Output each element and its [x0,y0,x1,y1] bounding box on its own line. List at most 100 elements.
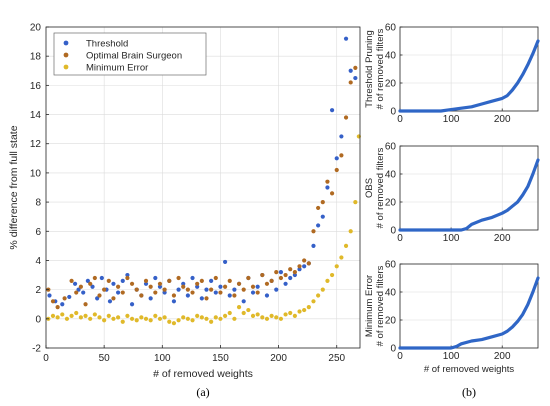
y-tick-label: 40 [385,288,397,299]
data-point [325,185,330,190]
data-point [348,80,353,85]
panel-a-axes-frame [45,26,361,349]
data-point [129,302,135,307]
data-point [157,281,163,286]
data-point [316,293,321,298]
data-point [60,312,65,317]
data-point [274,315,279,320]
data-point [116,290,121,295]
data-point [353,75,358,81]
data-point [185,287,190,292]
data-point [218,290,223,295]
data-point [209,319,214,324]
data-point [320,214,325,219]
data-point [47,293,52,298]
data-point [167,278,172,283]
data-point [55,305,60,310]
data-point [120,319,125,324]
panel-b2: 0 100 200 0 20 40 60 OBS # of removed filters [364,142,540,244]
data-point [269,313,274,318]
data-point [95,296,100,301]
y-tick-label: 40 [385,170,397,181]
data-point [92,312,97,317]
data-point [74,290,79,295]
data-point [250,290,256,295]
data-point [162,290,167,295]
data-point [218,284,223,289]
data-point [181,315,186,320]
data-point [153,275,158,281]
data-point [62,296,67,301]
data-point [232,287,237,292]
y-tick-label: 0 [390,344,396,355]
data-point [167,319,172,324]
data-point [67,294,72,300]
data-point [353,199,358,205]
data-point [199,296,204,301]
data-point [92,275,97,281]
data-point [107,299,113,304]
y-tick-label: 0 [390,226,396,237]
data-point [76,287,81,292]
data-point [274,287,279,292]
x-tick-label: 50 [99,353,111,364]
data-point [195,281,200,286]
data-point [213,315,218,320]
data-point [162,315,167,320]
data-point [129,281,135,286]
data-point [218,316,223,321]
data-point [329,108,335,113]
data-point [343,36,349,41]
series-1 [46,65,358,310]
data-point [334,156,339,161]
y-tick-label: 60 [385,260,397,271]
x-tick-label: 0 [397,351,403,362]
legend-marker [63,40,69,46]
data-point [302,307,307,313]
data-point [227,310,232,316]
legend-marker [63,52,69,58]
data-point [283,312,288,317]
data-point [139,315,144,320]
data-point [102,318,107,323]
data-point [181,281,186,286]
data-point [288,267,293,272]
data-point [90,284,95,289]
data-point [97,315,102,320]
x-tick-label: 250 [328,353,345,364]
data-point [55,315,60,320]
data-point [302,258,307,263]
y-tick-label: 20 [385,79,397,90]
data-point [83,302,88,307]
y-tick-label: 10 [30,168,42,179]
data-point [78,284,83,289]
data-point [227,278,232,283]
data-point [88,281,93,286]
data-point [143,278,149,283]
data-point [111,316,116,321]
x-tick-label: 100 [443,114,460,125]
data-point [85,278,90,283]
data-point [320,287,325,292]
y-tick-label: 20 [30,23,42,34]
data-point [292,270,297,275]
data-point [260,272,265,278]
data-point [316,205,321,211]
data-point [260,315,265,320]
legend-box [53,32,207,76]
y-axis-label: # of removed filters [375,147,386,228]
data-point [99,275,104,281]
data-point [264,293,270,298]
data-point [143,316,149,321]
data-point [88,316,93,321]
data-point [102,287,107,292]
y-tick-label: 0 [390,107,396,118]
data-point [74,310,79,316]
y-axis-title: OBS [364,178,375,198]
axes-frame [399,26,539,112]
data-point [185,316,190,321]
data-point [302,264,307,269]
y-tick-label: 12 [30,139,42,150]
panel-a-x-axis-label: # of removed weights [153,368,253,380]
data-point [50,299,56,304]
